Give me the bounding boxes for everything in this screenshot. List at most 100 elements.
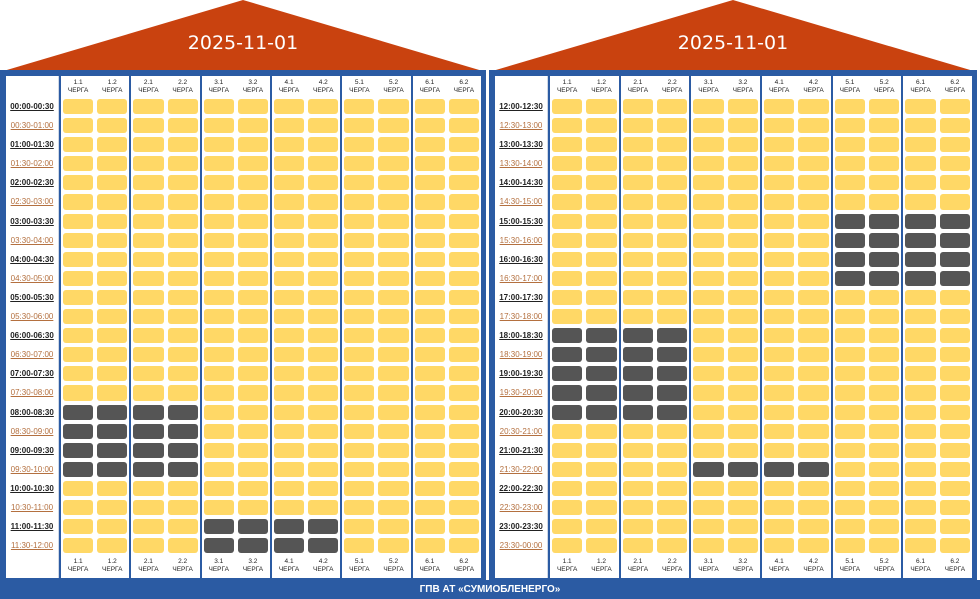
power-on-cell[interactable] (133, 118, 164, 134)
power-on-cell[interactable] (378, 347, 409, 363)
time-slot-label[interactable]: 08:00-08:30 (10, 407, 54, 417)
time-slot-label[interactable]: 07:00-07:30 (10, 369, 54, 379)
power-on-cell[interactable] (764, 480, 795, 496)
power-on-cell[interactable] (308, 404, 339, 420)
power-on-cell[interactable] (273, 347, 305, 363)
power-on-cell[interactable] (378, 385, 409, 401)
power-on-cell[interactable] (798, 232, 829, 248)
time-slot-label[interactable]: 13:00-13:30 (499, 140, 543, 150)
power-on-cell[interactable] (657, 461, 688, 477)
power-on-cell[interactable] (552, 175, 583, 191)
power-on-cell[interactable] (167, 347, 198, 363)
power-on-cell[interactable] (344, 347, 375, 363)
power-on-cell[interactable] (693, 442, 724, 458)
power-on-cell[interactable] (414, 137, 445, 153)
power-on-cell[interactable] (693, 118, 724, 134)
power-on-cell[interactable] (727, 366, 759, 382)
power-on-cell[interactable] (657, 175, 688, 191)
time-slot-label[interactable]: 12:30-13:00 (499, 121, 543, 131)
power-on-cell[interactable] (203, 499, 234, 516)
power-on-cell[interactable] (764, 270, 795, 286)
outage-cell[interactable] (167, 404, 198, 420)
power-on-cell[interactable] (97, 480, 128, 496)
outage-cell[interactable] (869, 270, 900, 286)
power-on-cell[interactable] (378, 366, 409, 382)
power-on-cell[interactable] (237, 213, 268, 229)
power-on-cell[interactable] (552, 99, 583, 115)
power-on-cell[interactable] (133, 366, 164, 382)
power-on-cell[interactable] (133, 213, 164, 229)
power-on-cell[interactable] (939, 423, 971, 439)
time-slot-label[interactable]: 15:00-15:30 (499, 216, 543, 226)
power-on-cell[interactable] (693, 270, 724, 286)
power-on-cell[interactable] (622, 213, 654, 229)
power-on-cell[interactable] (167, 519, 198, 535)
power-on-cell[interactable] (63, 270, 94, 286)
power-on-cell[interactable] (237, 118, 268, 134)
outage-cell[interactable] (133, 404, 164, 420)
power-on-cell[interactable] (657, 538, 688, 554)
power-on-cell[interactable] (237, 366, 268, 382)
power-on-cell[interactable] (693, 289, 724, 306)
power-on-cell[interactable] (448, 309, 479, 325)
power-on-cell[interactable] (344, 366, 375, 382)
outage-cell[interactable] (586, 366, 617, 382)
power-on-cell[interactable] (448, 175, 479, 191)
power-on-cell[interactable] (63, 347, 94, 363)
power-on-cell[interactable] (798, 137, 829, 153)
power-on-cell[interactable] (798, 99, 829, 115)
outage-cell[interactable] (97, 423, 128, 439)
power-on-cell[interactable] (552, 480, 583, 496)
power-on-cell[interactable] (586, 213, 617, 229)
time-slot-label[interactable]: 10:00-10:30 (10, 483, 54, 493)
power-on-cell[interactable] (834, 175, 866, 191)
power-on-cell[interactable] (273, 442, 305, 458)
outage-cell[interactable] (167, 461, 198, 477)
power-on-cell[interactable] (378, 404, 409, 420)
power-on-cell[interactable] (905, 385, 936, 401)
power-on-cell[interactable] (414, 156, 445, 172)
power-on-cell[interactable] (167, 137, 198, 153)
power-on-cell[interactable] (203, 213, 234, 229)
power-on-cell[interactable] (308, 213, 339, 229)
power-on-cell[interactable] (378, 423, 409, 439)
power-on-cell[interactable] (167, 270, 198, 286)
power-on-cell[interactable] (448, 519, 479, 535)
power-on-cell[interactable] (727, 385, 759, 401)
power-on-cell[interactable] (203, 442, 234, 458)
power-on-cell[interactable] (133, 385, 164, 401)
power-on-cell[interactable] (834, 404, 866, 420)
time-slot-label[interactable]: 05:30-06:00 (10, 312, 54, 322)
power-on-cell[interactable] (622, 289, 654, 306)
power-on-cell[interactable] (63, 480, 94, 496)
outage-cell[interactable] (939, 213, 971, 229)
power-on-cell[interactable] (344, 270, 375, 286)
power-on-cell[interactable] (63, 137, 94, 153)
power-on-cell[interactable] (727, 232, 759, 248)
power-on-cell[interactable] (414, 442, 445, 458)
power-on-cell[interactable] (869, 499, 900, 516)
time-slot-label[interactable]: 13:30-14:00 (499, 159, 543, 169)
power-on-cell[interactable] (448, 461, 479, 477)
power-on-cell[interactable] (203, 461, 234, 477)
power-on-cell[interactable] (693, 251, 724, 267)
power-on-cell[interactable] (237, 175, 268, 191)
power-on-cell[interactable] (308, 137, 339, 153)
outage-cell[interactable] (905, 213, 936, 229)
power-on-cell[interactable] (63, 519, 94, 535)
power-on-cell[interactable] (344, 118, 375, 134)
power-on-cell[interactable] (834, 461, 866, 477)
power-on-cell[interactable] (414, 480, 445, 496)
time-slot-label[interactable]: 12:00-12:30 (499, 102, 543, 111)
power-on-cell[interactable] (414, 423, 445, 439)
power-on-cell[interactable] (552, 423, 583, 439)
power-on-cell[interactable] (764, 156, 795, 172)
power-on-cell[interactable] (834, 366, 866, 382)
power-on-cell[interactable] (727, 538, 759, 554)
power-on-cell[interactable] (693, 309, 724, 325)
outage-cell[interactable] (133, 423, 164, 439)
power-on-cell[interactable] (378, 118, 409, 134)
time-slot-label[interactable]: 03:30-04:00 (10, 235, 54, 245)
power-on-cell[interactable] (586, 175, 617, 191)
power-on-cell[interactable] (203, 423, 234, 439)
